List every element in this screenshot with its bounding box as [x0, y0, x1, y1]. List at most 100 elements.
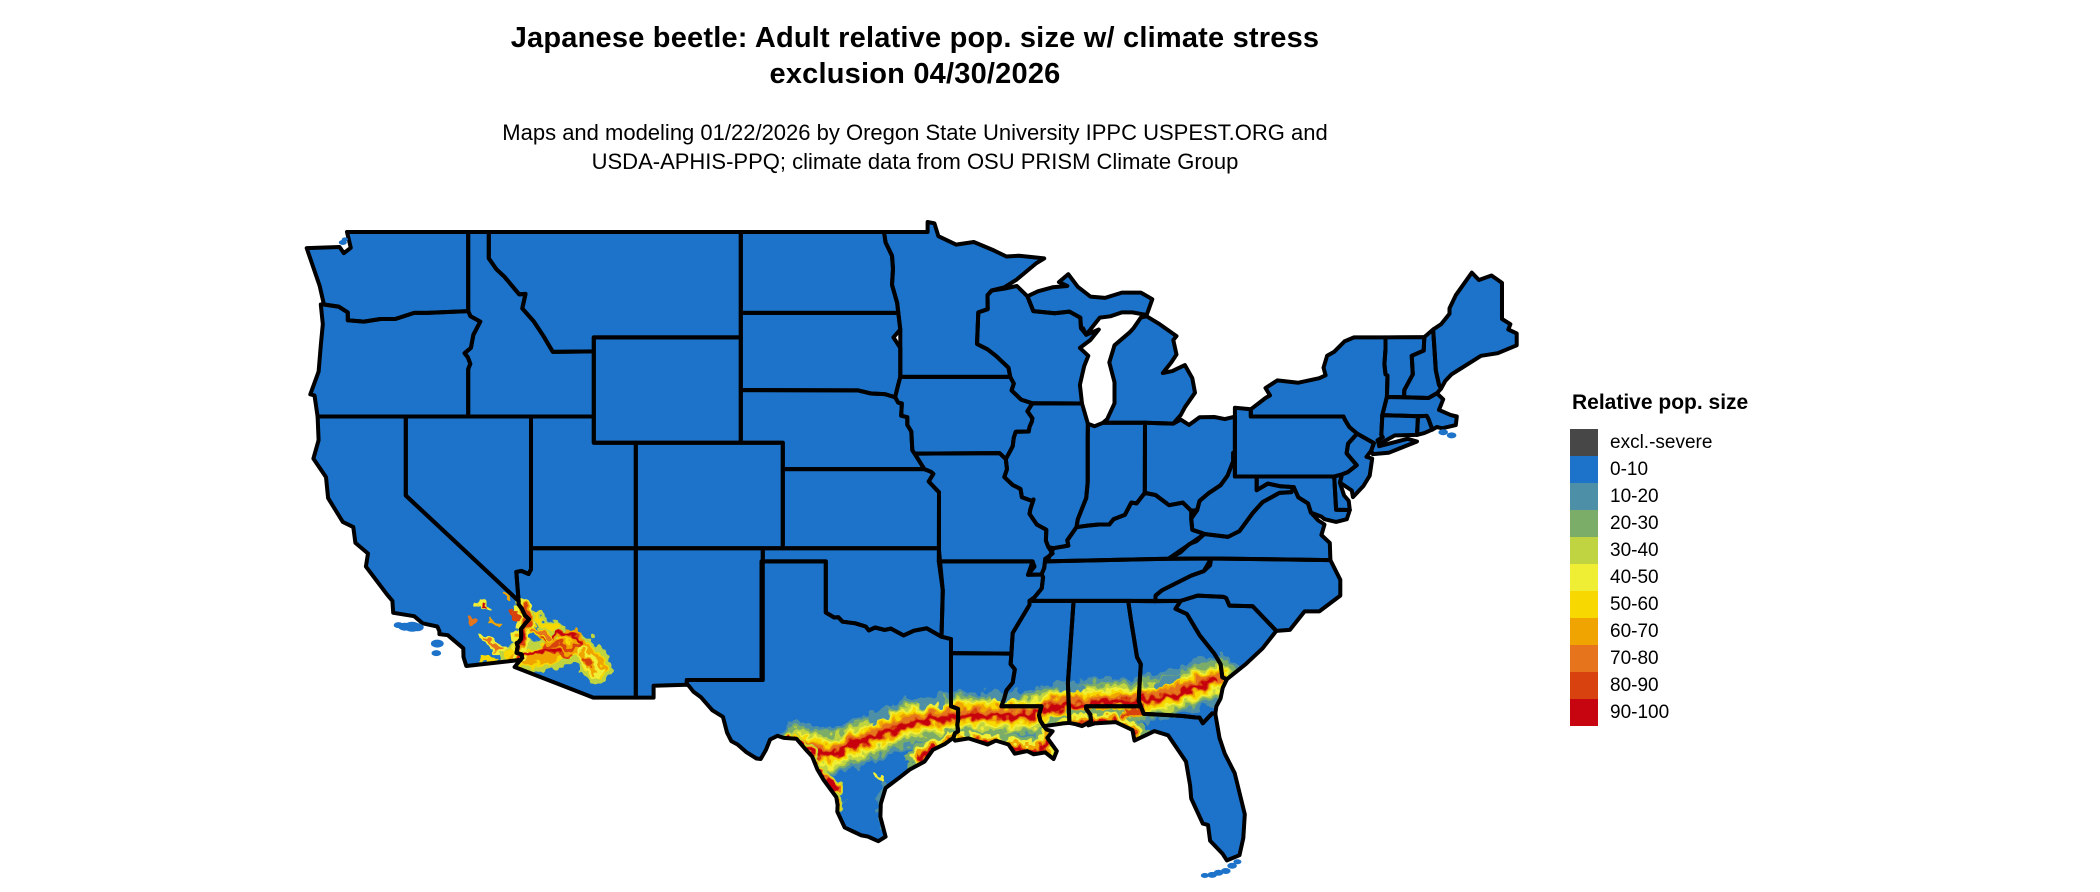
state-mn — [884, 222, 1045, 377]
heat-band-90-100 — [517, 648, 561, 660]
island-speck — [1233, 859, 1242, 865]
state-ks — [782, 469, 939, 549]
heat-band-70-80 — [481, 635, 505, 653]
legend-label: 50-60 — [1610, 593, 1659, 615]
state-nm — [635, 548, 763, 698]
legend-item: 30-40 — [1570, 537, 1748, 564]
legend-label: 60-70 — [1610, 620, 1659, 642]
state-ok — [762, 548, 943, 637]
heat-band-80-90 — [582, 654, 593, 666]
state-il — [1004, 403, 1088, 549]
state-wa — [306, 232, 469, 322]
legend-swatch-90-100 — [1570, 699, 1598, 726]
heat-band-90-100 — [810, 677, 1217, 758]
legend-item: 80-90 — [1570, 672, 1748, 699]
state-ne — [740, 390, 925, 470]
state-me — [1433, 272, 1517, 389]
heat-band-70-80 — [466, 616, 475, 626]
state-ar — [938, 561, 1044, 654]
heat-band-10-20 — [1059, 683, 1084, 694]
offshore-islands — [338, 237, 1457, 878]
legend-label: 20-30 — [1610, 512, 1659, 534]
state-wi — [977, 286, 1099, 404]
heat-band-10-20 — [1157, 672, 1184, 688]
state-tn — [1029, 558, 1212, 602]
state-wy — [593, 337, 741, 443]
state-ia — [895, 376, 1033, 460]
island-speck — [1207, 871, 1217, 878]
state-border-miu — [1025, 272, 1155, 337]
legend-label: 0-10 — [1610, 458, 1649, 480]
state-id — [464, 232, 594, 417]
state-border-az — [512, 546, 638, 700]
heat-band-60-70 — [487, 616, 503, 628]
island-speck — [1221, 868, 1231, 874]
legend-label: 80-90 — [1610, 674, 1659, 696]
legend: Relative pop. size excl.-severe 0-10 10-20… — [1570, 391, 1748, 726]
heat-band-70-80 — [531, 627, 549, 638]
island-speck — [341, 237, 349, 242]
state-fl — [1086, 706, 1245, 861]
heat-band-10-20 — [917, 696, 946, 707]
state-ma — [1382, 393, 1457, 430]
state-sd — [740, 312, 901, 398]
heat-band-40-50 — [873, 770, 888, 782]
state-miu — [1027, 274, 1153, 335]
state-border-mil — [1101, 314, 1197, 426]
state-borders — [304, 220, 1519, 863]
island-speck — [1438, 429, 1448, 436]
island-speck — [1227, 862, 1237, 869]
legend-label: 10-20 — [1610, 485, 1659, 507]
state-tx — [686, 561, 959, 842]
state-wv — [1191, 452, 1294, 537]
legend-title: Relative pop. size — [1572, 391, 1749, 414]
subtitle-line-2: USDA-APHIS-PPQ; climate data from OSU PR… — [591, 149, 1239, 174]
state-oh — [1144, 416, 1235, 511]
legend-label: 90-100 — [1610, 701, 1670, 723]
state-nv — [405, 416, 531, 601]
legend-item: 70-80 — [1570, 645, 1748, 672]
heat-band-80-90 — [1123, 707, 1144, 716]
state-pa — [1234, 407, 1358, 477]
state-fills — [306, 222, 1517, 861]
state-nd — [740, 232, 899, 313]
legend-item: 40-50 — [1570, 564, 1748, 591]
state-in — [1076, 422, 1145, 528]
legend-item: 60-70 — [1570, 618, 1748, 645]
legend-label: 30-40 — [1610, 539, 1659, 561]
page-subtitle: Maps and modeling 01/22/2026 by Oregon S… — [280, 118, 1550, 176]
legend-label: excl.-severe — [1610, 431, 1713, 453]
heat-band-40-50 — [478, 598, 487, 606]
legend-swatch-20-30 — [1570, 510, 1598, 537]
state-or — [310, 304, 481, 417]
legend-label: 40-50 — [1610, 566, 1659, 588]
state-ut — [531, 416, 636, 549]
island-speck — [1200, 873, 1209, 878]
island-speck — [1446, 432, 1457, 439]
state-va — [1168, 487, 1331, 561]
legend-swatch-50-60 — [1570, 591, 1598, 618]
legend-swatch-60-70 — [1570, 618, 1598, 645]
legend-swatch-40-50 — [1570, 564, 1598, 591]
state-border-tx — [684, 559, 961, 844]
legend-swatch-70-80 — [1570, 645, 1598, 672]
heat-band-50-60 — [534, 615, 563, 631]
legend-item: 0-10 — [1570, 456, 1748, 483]
legend-swatch-30-40 — [1570, 537, 1598, 564]
state-border-nc — [1153, 556, 1343, 633]
state-ct — [1377, 415, 1418, 445]
state-co — [635, 442, 783, 549]
heat-band-90-100 — [479, 603, 486, 609]
island-speck — [431, 650, 442, 657]
heat-band-80-90 — [509, 608, 521, 620]
state-nh — [1404, 329, 1442, 398]
state-ky — [1046, 492, 1205, 562]
legend-items: excl.-severe 0-10 10-20 20-30 30-40 40-50 50-6… — [1570, 429, 1748, 726]
title-line-2: exclusion 04/30/2026 — [769, 58, 1061, 90]
state-mil — [1103, 316, 1195, 424]
state-mo — [914, 453, 1053, 575]
legend-item: 50-60 — [1570, 591, 1748, 618]
